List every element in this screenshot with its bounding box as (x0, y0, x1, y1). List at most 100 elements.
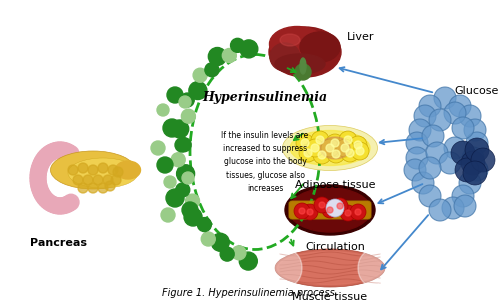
Ellipse shape (270, 26, 324, 62)
Circle shape (38, 148, 54, 164)
Circle shape (52, 142, 68, 158)
Circle shape (232, 246, 246, 260)
Circle shape (465, 138, 489, 162)
Circle shape (306, 139, 324, 157)
Circle shape (38, 192, 54, 208)
Circle shape (321, 139, 339, 157)
Circle shape (108, 165, 118, 175)
Circle shape (240, 252, 258, 270)
Circle shape (208, 48, 226, 65)
Circle shape (189, 82, 207, 100)
Circle shape (461, 151, 485, 175)
Circle shape (32, 183, 48, 199)
Circle shape (444, 102, 466, 124)
Circle shape (302, 204, 318, 220)
Ellipse shape (300, 58, 306, 74)
Circle shape (202, 232, 215, 246)
Circle shape (307, 209, 313, 215)
Circle shape (157, 157, 173, 173)
Circle shape (344, 136, 352, 144)
Circle shape (103, 175, 113, 185)
Circle shape (61, 196, 77, 211)
Circle shape (175, 138, 189, 152)
Circle shape (157, 104, 169, 116)
Ellipse shape (274, 250, 302, 286)
Circle shape (313, 146, 331, 164)
Circle shape (326, 199, 344, 217)
Circle shape (42, 195, 58, 211)
Circle shape (167, 87, 183, 103)
Circle shape (222, 48, 236, 62)
Ellipse shape (282, 125, 378, 171)
Ellipse shape (278, 251, 382, 285)
Circle shape (177, 138, 191, 152)
Circle shape (350, 204, 366, 220)
Circle shape (63, 146, 79, 162)
Circle shape (54, 198, 70, 214)
Circle shape (180, 93, 194, 107)
Text: Pancreas: Pancreas (30, 238, 87, 248)
Circle shape (299, 208, 305, 214)
Circle shape (311, 131, 329, 149)
Circle shape (316, 136, 324, 144)
Circle shape (294, 203, 310, 219)
Circle shape (52, 198, 68, 214)
Circle shape (444, 137, 466, 159)
Circle shape (354, 141, 362, 149)
Circle shape (40, 194, 56, 210)
Circle shape (45, 196, 61, 212)
Circle shape (295, 64, 311, 80)
Circle shape (326, 134, 344, 152)
Circle shape (54, 142, 70, 158)
Circle shape (332, 150, 340, 158)
Circle shape (454, 195, 476, 217)
Circle shape (34, 186, 50, 201)
Ellipse shape (50, 151, 136, 189)
Text: Glucose: Glucose (455, 86, 499, 96)
Circle shape (35, 188, 51, 204)
Circle shape (419, 185, 441, 207)
Circle shape (30, 171, 46, 188)
Circle shape (113, 167, 123, 177)
FancyBboxPatch shape (289, 201, 371, 219)
Circle shape (419, 95, 441, 117)
Circle shape (462, 147, 484, 169)
Circle shape (341, 144, 349, 152)
Circle shape (459, 105, 481, 127)
Ellipse shape (290, 131, 370, 165)
Text: Circulation: Circulation (305, 242, 365, 252)
Circle shape (318, 151, 326, 159)
Circle shape (322, 202, 338, 218)
Circle shape (193, 68, 207, 82)
Circle shape (332, 198, 348, 214)
Circle shape (98, 183, 108, 193)
Circle shape (326, 144, 334, 152)
Circle shape (37, 150, 53, 166)
Circle shape (166, 189, 184, 207)
Circle shape (30, 168, 46, 185)
Circle shape (319, 202, 325, 208)
Circle shape (337, 203, 343, 209)
Circle shape (34, 155, 50, 170)
Circle shape (182, 172, 194, 184)
Circle shape (83, 175, 93, 185)
Circle shape (429, 109, 451, 131)
Ellipse shape (358, 250, 386, 286)
Circle shape (419, 157, 441, 179)
Circle shape (171, 153, 185, 167)
Circle shape (42, 145, 58, 161)
Circle shape (58, 197, 74, 213)
Circle shape (345, 210, 351, 216)
Circle shape (88, 165, 98, 175)
Circle shape (299, 144, 317, 162)
Circle shape (35, 152, 51, 168)
Circle shape (63, 194, 79, 210)
Circle shape (314, 197, 330, 213)
Circle shape (336, 139, 354, 157)
Circle shape (30, 175, 46, 191)
Circle shape (32, 180, 48, 196)
Circle shape (466, 132, 488, 154)
Circle shape (449, 95, 471, 117)
Ellipse shape (275, 249, 385, 287)
Circle shape (170, 120, 188, 138)
